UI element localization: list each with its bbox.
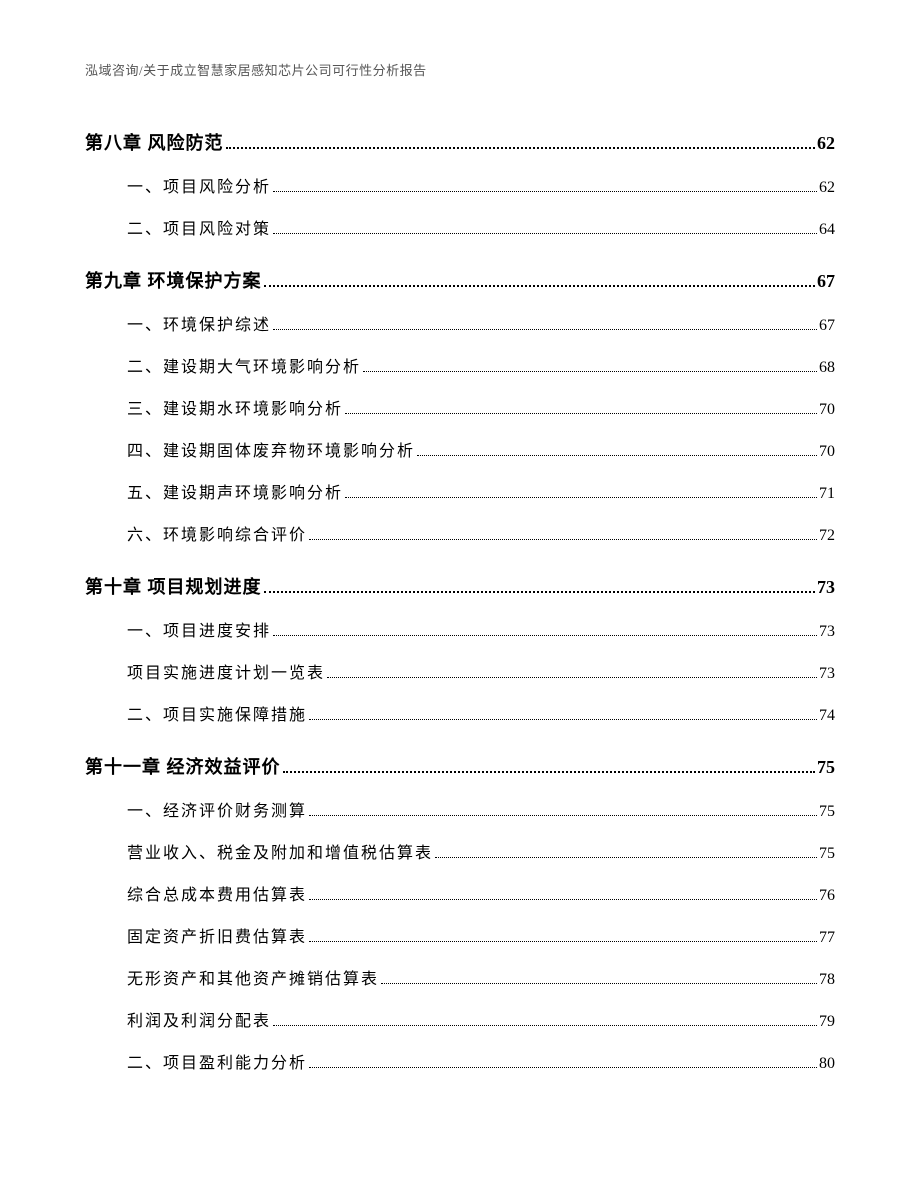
toc-leader-dots — [273, 191, 817, 192]
toc-leader-dots — [273, 233, 817, 234]
toc-label: 二、项目实施保障措施 — [127, 701, 307, 725]
toc-leader-dots — [309, 719, 817, 720]
toc-page-number: 75 — [819, 845, 835, 863]
toc-label: 第九章 环境保护方案 — [85, 267, 262, 293]
toc-leader-dots — [327, 677, 817, 678]
toc-page-number: 77 — [819, 929, 835, 947]
toc-label: 一、环境保护综述 — [127, 311, 271, 335]
toc-label: 无形资产和其他资产摊销估算表 — [127, 965, 379, 989]
toc-leader-dots — [417, 455, 817, 456]
toc-item: 固定资产折旧费估算表 77 — [127, 923, 835, 947]
toc-page-number: 72 — [819, 527, 835, 545]
toc-label: 项目实施进度计划一览表 — [127, 659, 325, 683]
toc-leader-dots — [283, 771, 816, 773]
toc-leader-dots — [273, 1025, 817, 1026]
toc-item: 三、建设期水环境影响分析 70 — [127, 395, 835, 419]
toc-leader-dots — [309, 1067, 817, 1068]
toc-leader-dots — [309, 539, 817, 540]
toc-label: 二、建设期大气环境影响分析 — [127, 353, 361, 377]
toc-label: 第八章 风险防范 — [85, 129, 224, 155]
toc-item: 二、项目实施保障措施 74 — [127, 701, 835, 725]
toc-label: 一、经济评价财务测算 — [127, 797, 307, 821]
toc-item: 综合总成本费用估算表 76 — [127, 881, 835, 905]
toc-label: 第十一章 经济效益评价 — [85, 753, 281, 779]
toc-page-number: 71 — [819, 485, 835, 503]
toc-leader-dots — [309, 899, 817, 900]
page-header: 泓域咨询/关于成立智慧家居感知芯片公司可行性分析报告 — [85, 60, 835, 79]
toc-page-number: 76 — [819, 887, 835, 905]
toc-page-number: 80 — [819, 1055, 835, 1073]
toc-item: 一、项目风险分析 62 — [127, 173, 835, 197]
toc-item: 无形资产和其他资产摊销估算表 78 — [127, 965, 835, 989]
toc-leader-dots — [264, 591, 816, 593]
toc-chapter: 第十一章 经济效益评价 75 — [85, 753, 835, 779]
toc-page-number: 67 — [817, 271, 835, 292]
toc-page-number: 75 — [819, 803, 835, 821]
toc-label: 二、项目风险对策 — [127, 215, 271, 239]
toc-page-number: 62 — [817, 133, 835, 154]
toc-page-number: 70 — [819, 443, 835, 461]
toc-item: 六、环境影响综合评价 72 — [127, 521, 835, 545]
toc-leader-dots — [309, 815, 817, 816]
toc-item: 利润及利润分配表 79 — [127, 1007, 835, 1031]
toc-leader-dots — [345, 413, 817, 414]
toc-item: 一、项目进度安排 73 — [127, 617, 835, 641]
toc-leader-dots — [345, 497, 817, 498]
toc-label: 二、项目盈利能力分析 — [127, 1049, 307, 1073]
toc-leader-dots — [381, 983, 817, 984]
toc-label: 固定资产折旧费估算表 — [127, 923, 307, 947]
toc-page-number: 73 — [817, 577, 835, 598]
toc-leader-dots — [309, 941, 817, 942]
toc-item: 五、建设期声环境影响分析 71 — [127, 479, 835, 503]
toc-page-number: 75 — [817, 757, 835, 778]
toc-item: 二、项目盈利能力分析 80 — [127, 1049, 835, 1073]
toc-item: 项目实施进度计划一览表 73 — [127, 659, 835, 683]
toc-chapter: 第八章 风险防范 62 — [85, 129, 835, 155]
toc-page-number: 70 — [819, 401, 835, 419]
toc-item: 一、经济评价财务测算 75 — [127, 797, 835, 821]
toc-item: 一、环境保护综述 67 — [127, 311, 835, 335]
toc-page-number: 67 — [819, 317, 835, 335]
toc-label: 营业收入、税金及附加和增值税估算表 — [127, 839, 433, 863]
toc-leader-dots — [273, 635, 817, 636]
toc-page-number: 73 — [819, 665, 835, 683]
toc-page-number: 78 — [819, 971, 835, 989]
toc-leader-dots — [264, 285, 816, 287]
toc-page-number: 64 — [819, 221, 835, 239]
toc-item: 二、项目风险对策 64 — [127, 215, 835, 239]
toc-chapter: 第九章 环境保护方案 67 — [85, 267, 835, 293]
toc-label: 一、项目进度安排 — [127, 617, 271, 641]
toc-label: 三、建设期水环境影响分析 — [127, 395, 343, 419]
toc-item: 四、建设期固体废弃物环境影响分析 70 — [127, 437, 835, 461]
toc-page-number: 73 — [819, 623, 835, 641]
toc-page-number: 79 — [819, 1013, 835, 1031]
toc-label: 利润及利润分配表 — [127, 1007, 271, 1031]
toc-label: 六、环境影响综合评价 — [127, 521, 307, 545]
toc-label: 五、建设期声环境影响分析 — [127, 479, 343, 503]
toc-label: 综合总成本费用估算表 — [127, 881, 307, 905]
toc-leader-dots — [273, 329, 817, 330]
toc-label: 四、建设期固体废弃物环境影响分析 — [127, 437, 415, 461]
table-of-contents: 第八章 风险防范 62 一、项目风险分析 62 二、项目风险对策 64 第九章 环境保护方案… — [85, 129, 835, 1073]
toc-chapter: 第十章 项目规划进度 73 — [85, 573, 835, 599]
toc-leader-dots — [226, 147, 816, 149]
toc-label: 第十章 项目规划进度 — [85, 573, 262, 599]
toc-page-number: 74 — [819, 707, 835, 725]
toc-item: 营业收入、税金及附加和增值税估算表 75 — [127, 839, 835, 863]
toc-label: 一、项目风险分析 — [127, 173, 271, 197]
toc-page-number: 62 — [819, 179, 835, 197]
toc-leader-dots — [435, 857, 817, 858]
toc-leader-dots — [363, 371, 817, 372]
toc-item: 二、建设期大气环境影响分析 68 — [127, 353, 835, 377]
toc-page-number: 68 — [819, 359, 835, 377]
